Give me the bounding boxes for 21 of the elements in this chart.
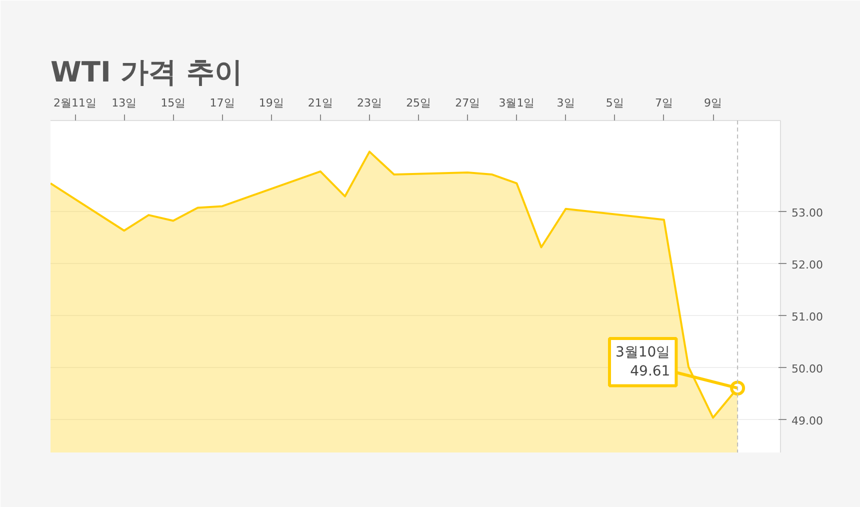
y-tick-label: 53.00 bbox=[792, 206, 823, 220]
x-tick-label: 27일 bbox=[455, 96, 480, 110]
x-tick-label: 3일 bbox=[556, 96, 575, 110]
x-tick-label: 2월11일 bbox=[54, 96, 97, 110]
x-tick-label: 7일 bbox=[654, 96, 673, 110]
x-tick-label: 13일 bbox=[112, 96, 137, 110]
annotation: 3월10일 49.61 bbox=[615, 344, 670, 380]
x-tick-label: 21일 bbox=[308, 96, 333, 110]
y-tick-label: 52.00 bbox=[792, 258, 823, 272]
y-tick-label: 51.00 bbox=[792, 310, 823, 324]
x-tick-label: 25일 bbox=[406, 96, 432, 110]
x-tick-label: 3월1일 bbox=[498, 96, 535, 110]
chart-title: WTI 가격 추이 bbox=[50, 56, 242, 88]
x-tick-label: 15일 bbox=[160, 96, 186, 110]
x-tick-label: 9일 bbox=[704, 96, 722, 110]
x-tick-label: 5일 bbox=[606, 96, 624, 110]
x-tick-label: 23일 bbox=[356, 96, 382, 110]
x-tick-label: 17일 bbox=[210, 96, 235, 110]
x-tick-label: 19일 bbox=[258, 96, 284, 110]
y-tick-label: 49.00 bbox=[792, 414, 823, 428]
y-tick-label: 50.00 bbox=[792, 362, 823, 376]
